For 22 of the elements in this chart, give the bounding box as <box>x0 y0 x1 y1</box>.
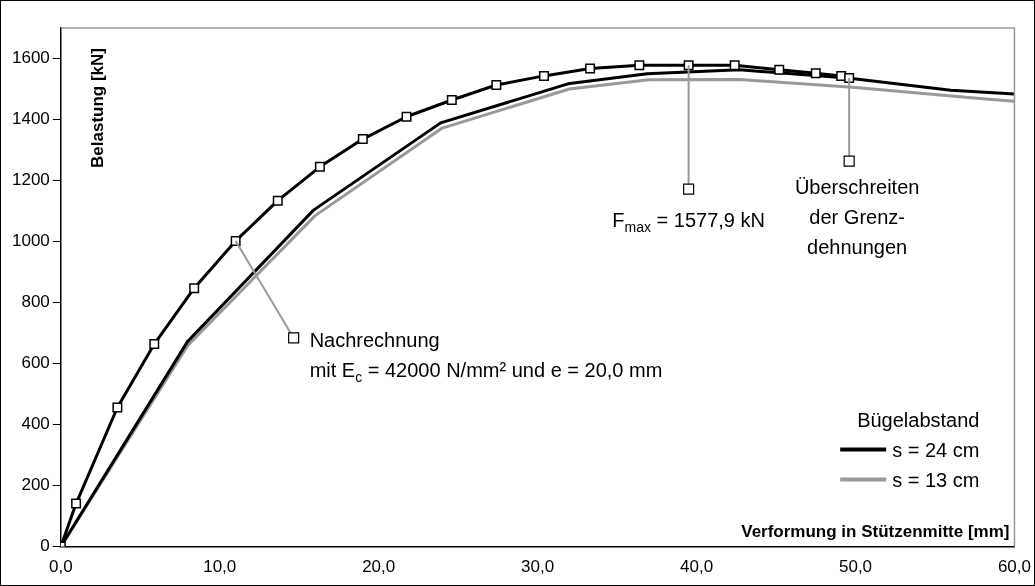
y-tick-label: 600 <box>21 353 50 373</box>
y-tick-label: 1400 <box>11 109 50 129</box>
y-tick-label: 1200 <box>11 170 50 190</box>
y-tick-label: 0 <box>40 536 50 556</box>
x-tick-label: 10,0 <box>203 557 237 577</box>
x-tick-label: 0,0 <box>49 557 73 577</box>
legend-title: Bügelabstand <box>857 408 980 431</box>
x-tick-label: 20,0 <box>362 557 396 577</box>
y-tick-label: 1000 <box>11 231 50 251</box>
x-axis-title: Verformung in Stützenmitte [mm] <box>741 521 1010 541</box>
x-tick-label: 60,0 <box>997 557 1031 577</box>
legend-label: s = 13 cm <box>892 468 980 491</box>
x-tick-label: 40,0 <box>680 557 714 577</box>
legend-label: s = 24 cm <box>892 438 980 461</box>
annotation: Überschreiten der Grenz- dehnungen <box>794 176 920 259</box>
y-tick-label: 200 <box>21 475 50 495</box>
y-tick-label: 1600 <box>11 48 50 68</box>
y-tick-label: 400 <box>21 414 50 434</box>
y-tick-label: 800 <box>21 292 50 312</box>
x-tick-label: 30,0 <box>521 557 555 577</box>
y-axis-title: Belastung [kN] <box>87 47 107 168</box>
x-tick-label: 50,0 <box>838 557 873 577</box>
